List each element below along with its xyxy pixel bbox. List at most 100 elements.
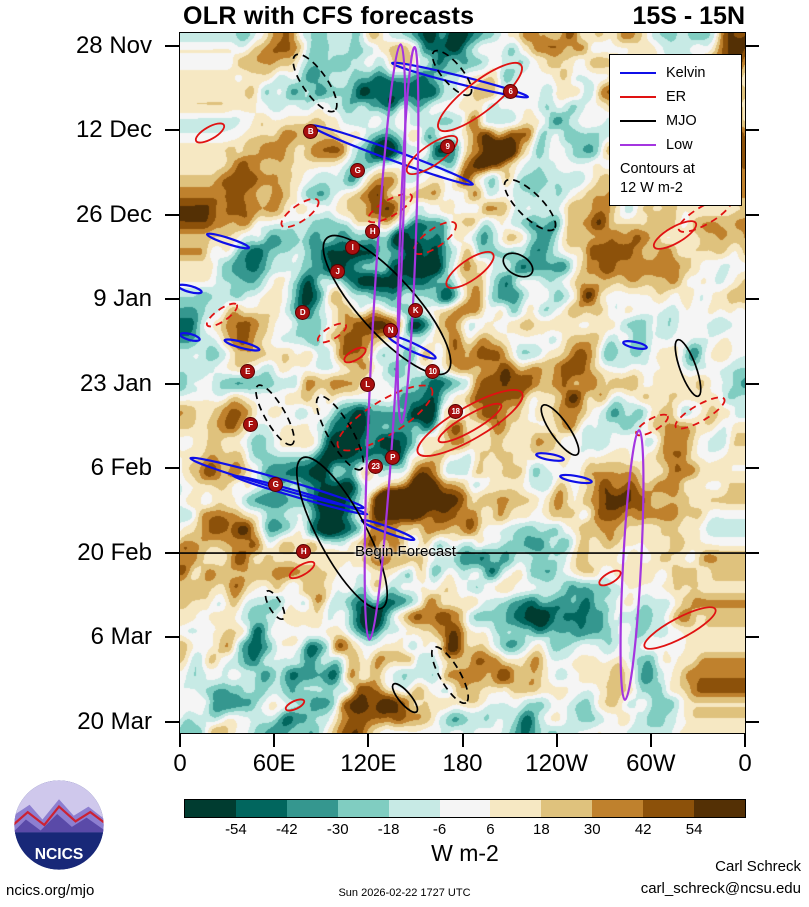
legend-label: MJO: [666, 113, 697, 129]
y-axis-label: 9 Jan: [93, 285, 152, 313]
legend-entry: Kelvin: [620, 61, 731, 85]
y-axis-tick-left: [165, 213, 180, 216]
storm-marker-9: 9: [440, 139, 455, 154]
colorbar-tick-label: -42: [275, 821, 298, 838]
mjo-wave-contour: [503, 178, 557, 232]
colorbar-cell: [592, 800, 644, 817]
storm-marker-10: 10: [425, 364, 440, 379]
mjo-wave-contour: [502, 252, 534, 278]
wave-contour-overlay: [180, 43, 745, 714]
y-axis-label: 20 Mar: [77, 707, 152, 735]
low-line-swatch: [620, 144, 656, 146]
y-axis-tick-right: [745, 467, 759, 470]
colorbar-tick-label: -6: [432, 821, 447, 838]
legend-label: ER: [666, 89, 687, 105]
x-axis-label: 0: [738, 750, 752, 777]
author-name: Carl Schreck: [715, 858, 801, 875]
colorbar: [184, 799, 746, 818]
storm-marker-6: 6: [503, 84, 518, 99]
y-axis-tick-right: [745, 44, 759, 47]
storm-marker-layer: 6 B 9 G H I J D K N E 10 L 18 F P 23 G H: [180, 33, 745, 733]
y-axis-tick-left: [165, 129, 180, 132]
colorbar-cell: [388, 800, 440, 817]
legend-entry: Low: [620, 133, 731, 157]
x-axis-tick: [555, 734, 558, 747]
y-axis-label: 28 Nov: [75, 31, 152, 59]
legend-entry: MJO: [620, 109, 731, 133]
contour-note-line1: Contours at: [620, 161, 695, 177]
y-axis-label: 23 Jan: [79, 369, 152, 397]
er-wave-contour: [316, 322, 348, 344]
er-wave-contour: [405, 135, 459, 175]
er-wave-contour: [445, 251, 495, 289]
er-wave-contour: [336, 384, 434, 452]
er-wave-contour: [437, 402, 503, 444]
storm-marker-B: B: [303, 124, 318, 139]
storm-marker-L: L: [360, 377, 375, 392]
x-axis-label: 0: [173, 750, 187, 777]
y-axis-tick-right: [745, 551, 759, 554]
x-axis-tick: [461, 734, 464, 747]
y-axis-label: 6 Feb: [90, 454, 152, 482]
colorbar-cell: [490, 800, 542, 817]
er-wave-contour: [205, 302, 239, 328]
kelvin-wave-contour: [535, 452, 565, 462]
contour-legend: Kelvin ER MJO Low Contours at 12 W m-2: [609, 54, 742, 206]
kelvin-wave-contour: [205, 232, 251, 250]
er-wave-contour: [194, 122, 226, 144]
colorbar-units-label: W m-2: [431, 840, 499, 866]
site-url: ncics.org/mjo: [6, 882, 95, 899]
kelvin-wave-contour: [223, 338, 261, 352]
storm-marker-J: J: [330, 264, 345, 279]
er-wave-contour: [643, 606, 717, 650]
storm-marker-F: F: [243, 417, 258, 432]
storm-marker-H: H: [296, 544, 311, 559]
colorbar-tick-label: -54: [225, 821, 247, 838]
y-axis-tick-left: [165, 298, 180, 301]
x-axis-label: 60W: [626, 750, 676, 777]
y-axis-tick-right: [745, 129, 759, 132]
begin-forecast-label: Begin Forecast: [355, 543, 456, 561]
er-wave-contour: [367, 192, 413, 224]
colorbar-cell: [286, 800, 338, 817]
storm-marker-K: K: [408, 303, 423, 318]
colorbar-cell: [337, 800, 389, 817]
y-axis-label: 20 Feb: [77, 538, 152, 566]
mjo-wave-contour: [430, 645, 470, 705]
er-line-swatch: [620, 96, 656, 98]
colorbar-cell: [439, 800, 491, 817]
y-axis-tick-left: [165, 467, 180, 470]
plot-title: OLR with CFS forecasts: [183, 2, 475, 30]
contour-note-line2: 12 W m-2: [620, 179, 683, 196]
colorbar-tick-label: 54: [685, 821, 703, 838]
mjo-wave-contour: [431, 49, 473, 97]
colorbar-tick-label: 42: [634, 821, 652, 838]
storm-marker-G: G: [268, 477, 283, 492]
er-wave-contour: [343, 346, 367, 364]
y-axis-tick-right: [745, 720, 759, 723]
mjo-wave-contour: [540, 404, 580, 456]
y-axis-tick-right: [745, 298, 759, 301]
storm-marker-I: I: [345, 240, 360, 255]
mjo-wave-contour: [264, 589, 286, 621]
colorbar-tick-label: 30: [583, 821, 601, 838]
storm-marker-23: 23: [368, 459, 383, 474]
x-axis-label: 120W: [525, 750, 589, 777]
logo-text: NCICS: [35, 846, 84, 863]
colorbar-cell: [643, 800, 695, 817]
latitude-band-label: 15S - 15N: [632, 2, 745, 30]
mjo-wave-contour: [322, 234, 452, 376]
storm-marker-E: E: [240, 364, 255, 379]
kelvin-wave-contour: [231, 474, 369, 516]
legend-label: Kelvin: [666, 65, 706, 81]
er-wave-contour: [412, 220, 458, 256]
colorbar-cell: [185, 800, 236, 817]
y-axis-label: 26 Dec: [75, 200, 152, 228]
logo-red-trace: [14, 805, 104, 827]
mjo-wave-contour: [674, 338, 702, 398]
colorbar-tick-label: -18: [377, 821, 400, 838]
x-axis-tick: [273, 734, 276, 747]
colorbar-cell: [235, 800, 287, 817]
mjo-wave-contour: [255, 384, 295, 446]
colorbar-tick-label: 6: [486, 821, 495, 838]
